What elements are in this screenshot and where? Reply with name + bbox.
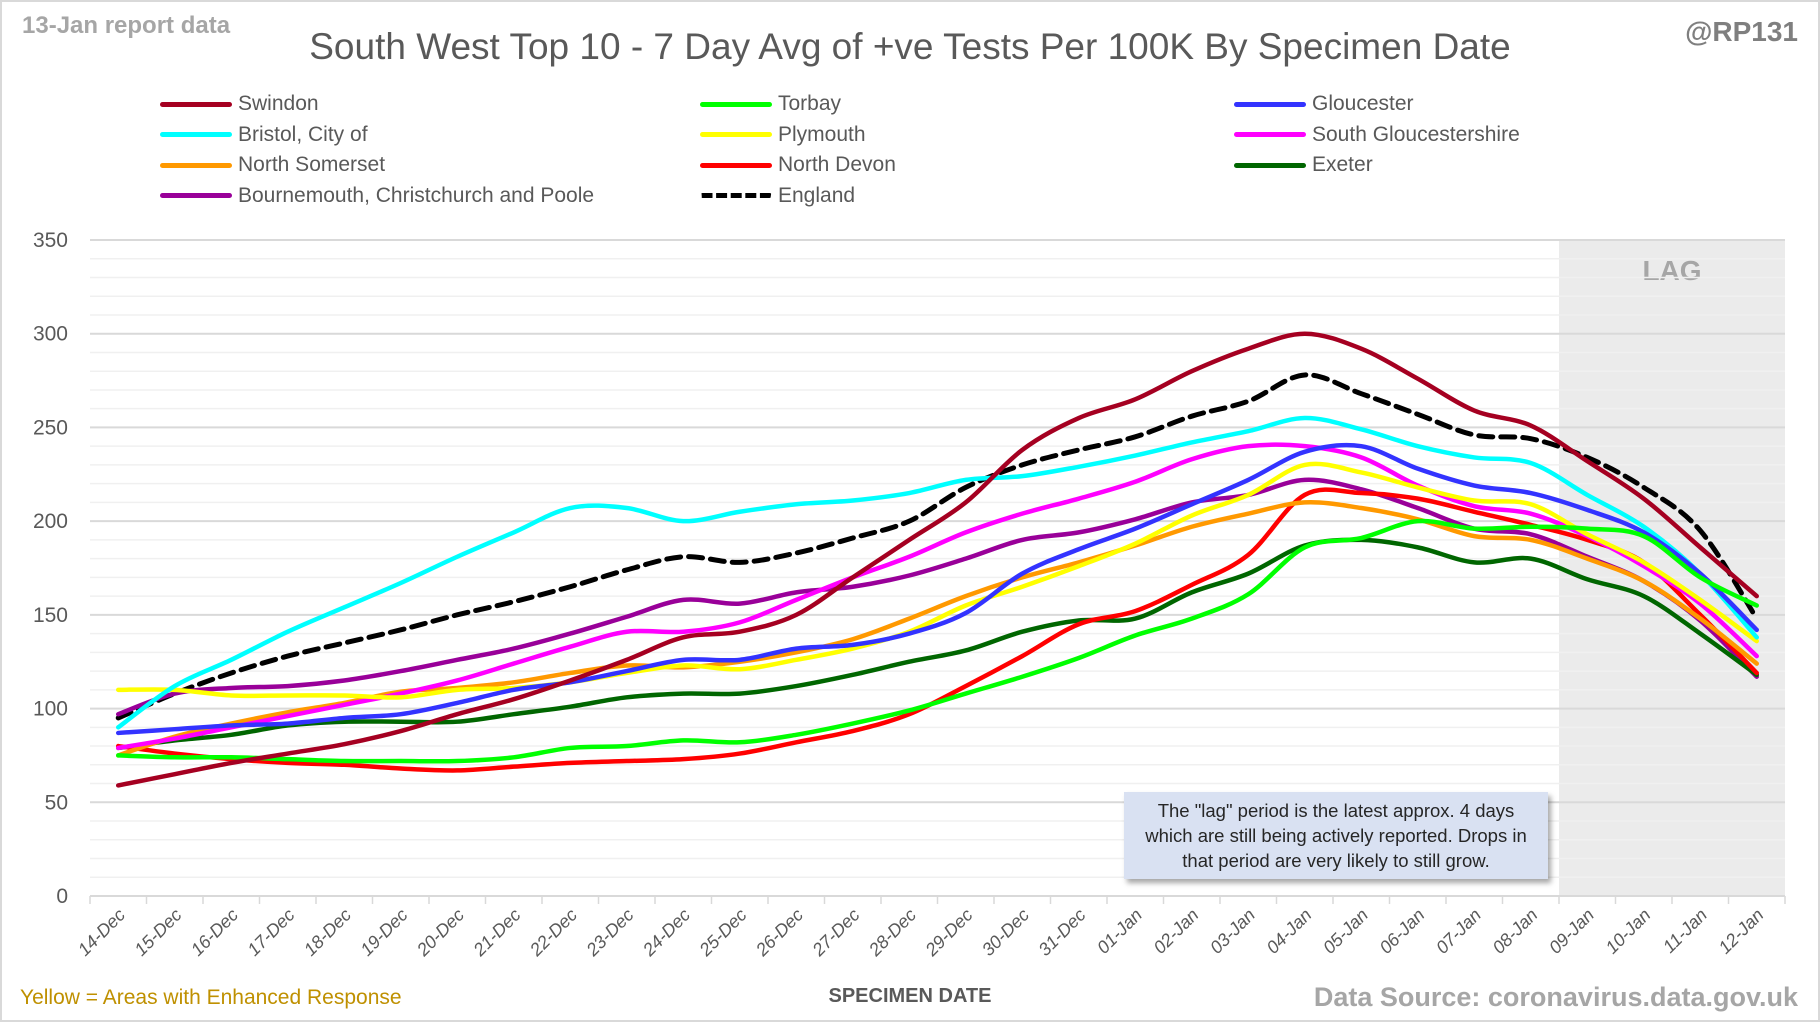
x-tick-label: 09-Jan — [1545, 905, 1598, 958]
legend-swatch — [700, 162, 772, 168]
x-tick-label: 29-Dec — [921, 905, 977, 961]
author-handle: @RP131 — [1685, 16, 1798, 47]
lag-region: LAG — [1559, 240, 1785, 896]
x-tick-label: 31-Dec — [1034, 905, 1089, 960]
legend-item-torbay: Torbay — [700, 92, 841, 116]
legend-label: Bournemouth, Christchurch and Poole — [238, 183, 595, 207]
x-tick-label: 03-Jan — [1206, 905, 1259, 958]
y-tick-label: 0 — [56, 885, 68, 908]
x-tick-label: 10-Jan — [1602, 905, 1655, 958]
legend-item-england: England — [700, 184, 855, 208]
series-line-torbay — [116, 518, 1759, 764]
legend-label: North Somerset — [238, 153, 386, 176]
lag-annotation: The "lag" period is the latest approx. 4… — [1124, 792, 1548, 879]
legend-swatch — [160, 162, 232, 168]
legend-swatch — [700, 193, 772, 198]
x-tick-label: 15-Dec — [130, 905, 185, 960]
data-source: Data Source: coronavirus.data.gov.uk — [1313, 982, 1798, 1012]
legend-item-exeter: Exeter — [1234, 153, 1373, 177]
series-line-south-gloucestershire — [116, 442, 1759, 751]
legend-label: Swindon — [238, 92, 319, 115]
x-tick-label: 20-Dec — [412, 905, 468, 961]
legend-label: Gloucester — [1312, 92, 1414, 115]
x-tick-label: 22-Dec — [525, 905, 581, 961]
legend-item-plymouth: Plymouth — [700, 123, 866, 147]
lag-label: LAG — [1642, 255, 1701, 286]
legend-swatch — [700, 101, 772, 107]
report-date-note: 13-Jan report data — [22, 12, 231, 39]
x-tick-label: 14-Dec — [74, 905, 129, 960]
legend-item-gloucester: Gloucester — [1234, 92, 1414, 116]
x-tick-label: 19-Dec — [356, 905, 411, 960]
x-tick-label: 16-Dec — [187, 905, 242, 960]
legend-swatch — [160, 193, 232, 198]
series-line-gloucester — [116, 442, 1759, 736]
legend-item-bristol-city-of: Bristol, City of — [160, 123, 368, 147]
series-line-england — [115, 372, 1760, 721]
y-tick-label: 350 — [33, 229, 68, 252]
x-tick-label: 26-Dec — [751, 905, 807, 961]
y-tick-label: 100 — [33, 698, 68, 721]
x-tick-label: 06-Jan — [1376, 905, 1429, 958]
legend-swatch — [1234, 162, 1306, 168]
x-tick-label: 12-Jan — [1715, 905, 1768, 958]
legend-swatch — [700, 132, 772, 137]
y-tick-label: 250 — [33, 416, 68, 439]
legend-label: South Gloucestershire — [1312, 122, 1520, 146]
x-tick-label: 25-Dec — [695, 905, 751, 961]
series-line-bristol-city-of — [116, 415, 1759, 730]
y-tick-label: 200 — [33, 510, 68, 533]
legend-label: North Devon — [778, 153, 896, 176]
legend-item-north-devon: North Devon — [700, 153, 896, 177]
legend-swatch — [160, 101, 232, 107]
legend-item-bournemouth-christchurch-and-poole: Bournemouth, Christchurch and Poole — [160, 184, 594, 208]
y-tick-label: 300 — [33, 323, 68, 346]
x-tick-label: 04-Jan — [1263, 905, 1316, 958]
legend-item-swindon: Swindon — [160, 92, 319, 116]
series-lines — [115, 331, 1760, 788]
legend-label: Torbay — [778, 92, 842, 115]
x-tick-label: 24-Dec — [638, 905, 694, 961]
x-tick-label: 21-Dec — [469, 905, 525, 961]
y-tick-label: 150 — [33, 604, 68, 627]
y-tick-label: 50 — [45, 791, 68, 814]
x-tick-label: 18-Dec — [300, 905, 355, 960]
x-tick-label: 02-Jan — [1150, 905, 1203, 958]
x-tick-label: 23-Dec — [582, 905, 638, 961]
x-tick-label: 07-Jan — [1432, 905, 1485, 958]
series-line-north-devon — [116, 487, 1759, 773]
enhanced-response-note: Yellow = Areas with Enhanced Response — [20, 986, 402, 1009]
series-line-exeter — [116, 537, 1759, 751]
x-tick-label: 28-Dec — [864, 905, 920, 961]
legend-swatch — [1234, 132, 1306, 137]
x-tick-label: 17-Dec — [243, 905, 298, 960]
x-tick-label: 01-Jan — [1093, 905, 1146, 958]
legend-label: Exeter — [1312, 153, 1373, 176]
x-axis-title: SPECIMEN DATE — [828, 985, 992, 1007]
x-tick-label: 08-Jan — [1489, 905, 1542, 958]
legend-item-north-somerset: North Somerset — [160, 153, 385, 177]
x-tick-label: 27-Dec — [808, 905, 864, 961]
lag-shading — [1559, 240, 1785, 896]
series-line-swindon — [116, 331, 1759, 788]
x-tick-label: 05-Jan — [1319, 905, 1372, 958]
legend-label: Bristol, City of — [238, 122, 368, 146]
legend-swatch — [1234, 101, 1306, 107]
legend-label: Plymouth — [778, 122, 866, 146]
x-tick-label: 30-Dec — [978, 905, 1033, 960]
chart-title: South West Top 10 - 7 Day Avg of +ve Tes… — [309, 26, 1511, 67]
legend-label: England — [778, 183, 856, 207]
series-line-plymouth — [116, 461, 1759, 700]
legend-swatch — [160, 132, 232, 137]
legend-item-south-gloucestershire: South Gloucestershire — [1234, 123, 1520, 147]
x-tick-label: 11-Jan — [1659, 905, 1711, 957]
